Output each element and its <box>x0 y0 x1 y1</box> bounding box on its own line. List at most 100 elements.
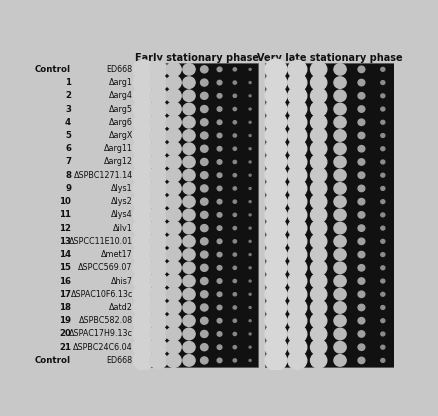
Circle shape <box>358 159 365 165</box>
Circle shape <box>201 172 208 179</box>
Circle shape <box>166 327 181 341</box>
Text: 18: 18 <box>59 303 71 312</box>
Circle shape <box>358 198 365 205</box>
Circle shape <box>233 134 237 137</box>
Circle shape <box>166 248 181 262</box>
Text: Δarg6: Δarg6 <box>109 118 133 127</box>
Circle shape <box>288 140 307 158</box>
Circle shape <box>133 351 153 370</box>
Text: Δilv1: Δilv1 <box>113 224 133 233</box>
Circle shape <box>150 352 167 369</box>
Circle shape <box>166 142 181 156</box>
Circle shape <box>201 277 208 285</box>
Circle shape <box>265 310 287 331</box>
Circle shape <box>217 265 222 270</box>
Text: 13: 13 <box>59 237 71 246</box>
Text: 12: 12 <box>59 224 71 233</box>
Circle shape <box>334 235 346 247</box>
Circle shape <box>183 209 195 220</box>
Circle shape <box>249 121 251 123</box>
Bar <box>135 63 258 367</box>
Text: Δarg1: Δarg1 <box>109 78 133 87</box>
Circle shape <box>334 169 346 181</box>
Circle shape <box>166 300 181 314</box>
Circle shape <box>150 246 167 263</box>
Circle shape <box>358 132 365 139</box>
Circle shape <box>217 146 222 151</box>
Circle shape <box>217 160 222 164</box>
Circle shape <box>265 59 287 79</box>
Circle shape <box>150 167 167 183</box>
Circle shape <box>358 225 365 231</box>
Circle shape <box>249 254 251 255</box>
Circle shape <box>183 130 195 141</box>
Circle shape <box>358 172 365 178</box>
Circle shape <box>265 72 287 93</box>
Circle shape <box>381 359 385 362</box>
Circle shape <box>183 275 195 287</box>
Circle shape <box>249 108 251 110</box>
Circle shape <box>288 219 307 237</box>
Circle shape <box>249 95 251 97</box>
Circle shape <box>183 64 195 75</box>
Circle shape <box>233 107 237 111</box>
Circle shape <box>249 346 251 348</box>
Circle shape <box>183 222 195 234</box>
Circle shape <box>150 101 167 117</box>
Circle shape <box>381 134 385 137</box>
Text: 10: 10 <box>59 197 71 206</box>
Text: Early stationary phase: Early stationary phase <box>134 53 259 63</box>
Circle shape <box>381 120 385 124</box>
Circle shape <box>166 261 181 275</box>
Circle shape <box>358 66 365 72</box>
Text: Δhis7: Δhis7 <box>111 277 133 285</box>
Text: ΔSPBC1271.14: ΔSPBC1271.14 <box>74 171 133 180</box>
Bar <box>265 63 393 367</box>
Circle shape <box>233 147 237 150</box>
Circle shape <box>358 304 365 311</box>
Circle shape <box>334 116 346 128</box>
Text: 8: 8 <box>65 171 71 180</box>
Circle shape <box>201 145 208 152</box>
Circle shape <box>358 317 365 324</box>
Circle shape <box>150 74 167 91</box>
Circle shape <box>288 153 307 171</box>
Circle shape <box>334 302 346 313</box>
Circle shape <box>265 152 287 172</box>
Circle shape <box>166 234 181 248</box>
Circle shape <box>265 218 287 238</box>
Circle shape <box>311 168 327 183</box>
Circle shape <box>133 285 153 304</box>
Circle shape <box>233 240 237 243</box>
Circle shape <box>217 94 222 98</box>
Circle shape <box>381 319 385 323</box>
Circle shape <box>334 275 346 287</box>
Circle shape <box>183 77 195 88</box>
Circle shape <box>233 293 237 296</box>
Circle shape <box>311 300 327 315</box>
Circle shape <box>358 251 365 258</box>
Circle shape <box>201 92 208 99</box>
Circle shape <box>334 222 346 234</box>
Text: 11: 11 <box>59 210 71 219</box>
Circle shape <box>265 258 287 278</box>
Circle shape <box>150 260 167 276</box>
Circle shape <box>150 141 167 157</box>
Circle shape <box>201 291 208 298</box>
Circle shape <box>311 141 327 156</box>
Circle shape <box>311 234 327 249</box>
Circle shape <box>311 220 327 236</box>
Circle shape <box>233 187 237 190</box>
Circle shape <box>311 326 327 342</box>
Circle shape <box>358 185 365 192</box>
Circle shape <box>381 94 385 98</box>
Circle shape <box>288 60 307 78</box>
Circle shape <box>183 289 195 300</box>
Circle shape <box>133 337 153 357</box>
Circle shape <box>358 146 365 152</box>
Circle shape <box>288 299 307 317</box>
Text: 6: 6 <box>65 144 71 153</box>
Text: Δlys2: Δlys2 <box>111 197 133 206</box>
Text: Δarg4: Δarg4 <box>109 91 133 100</box>
Circle shape <box>381 67 385 71</box>
